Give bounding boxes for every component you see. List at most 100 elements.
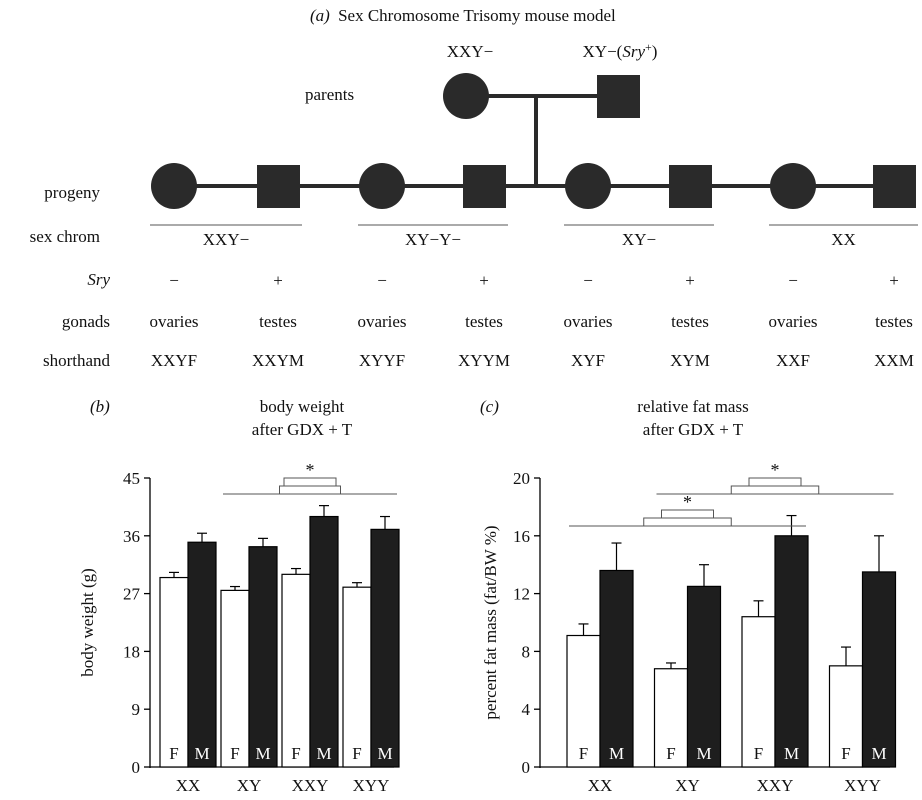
y-tick-label: 4: [522, 700, 531, 719]
gonads-value: testes: [875, 312, 913, 331]
sry-value: +: [889, 271, 899, 290]
bar-series-label: F: [754, 744, 763, 763]
sex-chrom-label: XY−Y−: [405, 230, 461, 249]
parent-female-symbol: [443, 73, 489, 119]
panel-letter: (c): [480, 397, 499, 416]
row-label-sry: Sry: [87, 270, 110, 289]
gonads-value: testes: [259, 312, 297, 331]
significance-bracket: [730, 485, 820, 494]
y-tick-label: 27: [123, 585, 141, 604]
y-tick-label: 16: [513, 527, 530, 546]
significance-bracket: [643, 517, 732, 526]
bar-female: [342, 586, 372, 768]
chart-body-weight: (b) body weight after GDX + T 0 9 18 27 36 45 bod…: [78, 397, 400, 795]
shorthand-value: XYYM: [458, 351, 510, 370]
bar-female: [159, 576, 189, 768]
progeny-male-symbol: [873, 165, 916, 208]
row-label-progeny: progeny: [44, 183, 100, 202]
sry-value: +: [479, 271, 489, 290]
bar-male: [370, 528, 400, 768]
sry-value: −: [788, 271, 798, 290]
bar-series-label: M: [871, 744, 886, 763]
y-tick-label: 36: [123, 527, 140, 546]
bar-male: [599, 569, 634, 768]
gonads-value: ovaries: [357, 312, 406, 331]
x-tick-label: XY: [237, 776, 262, 795]
x-tick-label: XY: [675, 776, 700, 795]
bar-series-label: F: [169, 744, 178, 763]
parents-label: parents: [305, 85, 354, 104]
sex-chrom-label: XXY−: [203, 230, 249, 249]
bar-male: [248, 546, 278, 768]
bar-male: [774, 535, 809, 768]
progeny-male-symbol: [257, 165, 300, 208]
gonads-value: ovaries: [563, 312, 612, 331]
progeny-male-symbol: [669, 165, 712, 208]
sex-chrom-label: XY−: [622, 230, 656, 249]
shorthand-value: XYF: [571, 351, 605, 370]
bar-series-label: F: [666, 744, 675, 763]
bar-series-label: F: [579, 744, 588, 763]
x-tick-label: XXY: [757, 776, 794, 795]
significance-star: *: [683, 492, 692, 512]
bar-series-label: M: [784, 744, 799, 763]
y-tick-label: 0: [132, 758, 141, 777]
bar-female: [281, 573, 311, 768]
progeny-symbols: [151, 163, 916, 209]
bar-female: [220, 589, 250, 768]
chart-title: body weight: [260, 397, 345, 416]
bar-series-label: M: [194, 744, 209, 763]
parent-male-symbol: [597, 75, 640, 118]
bar-series-label: F: [230, 744, 239, 763]
chart-fat-mass: (c) relative fat mass after GDX + T 0 4 8 12 16…: [480, 397, 897, 795]
gonads-value: testes: [465, 312, 503, 331]
significance-bracket: [661, 509, 714, 518]
bar-series-label: M: [609, 744, 624, 763]
progeny-female-symbol: [565, 163, 611, 209]
sry-value: −: [169, 271, 179, 290]
significance-bracket: [748, 477, 802, 486]
progeny-female-symbol: [770, 163, 816, 209]
progeny-male-symbol: [463, 165, 506, 208]
x-tick-label: XXY: [292, 776, 329, 795]
bar-series-label: M: [255, 744, 270, 763]
bar-series-label: F: [352, 744, 361, 763]
row-label-shorthand: shorthand: [43, 351, 111, 370]
row-label-sex-chrom: sex chrom: [30, 227, 100, 246]
x-tick-label: XX: [176, 776, 201, 795]
sry-value: +: [273, 271, 283, 290]
bar-male: [309, 515, 339, 768]
parent-female-label: XXY−: [447, 42, 493, 61]
bar-female: [741, 616, 776, 768]
bar-series-label: F: [291, 744, 300, 763]
sry-value: −: [583, 271, 593, 290]
y-tick-label: 20: [513, 469, 530, 488]
sex-chrom-label: XX: [831, 230, 856, 249]
bar-series-label: M: [696, 744, 711, 763]
y-tick-label: 12: [513, 585, 530, 604]
y-tick-label: 9: [132, 700, 141, 719]
bar-male: [686, 585, 722, 768]
parent-male-label: XY−(Sry+): [583, 40, 658, 61]
panel-a-title: (a) Sex Chromosome Trisomy mouse model: [310, 6, 616, 25]
chart-title: after GDX + T: [252, 420, 353, 439]
gonads-value: testes: [671, 312, 709, 331]
significance-star: *: [771, 460, 780, 480]
x-tick-label: XYY: [353, 776, 390, 795]
bar-female: [828, 665, 864, 768]
gonads-value: ovaries: [149, 312, 198, 331]
panel-letter: (b): [90, 397, 110, 416]
shorthand-value: XXYM: [252, 351, 304, 370]
bar-male: [187, 541, 217, 768]
chart-title: relative fat mass: [637, 397, 748, 416]
significance-star: *: [306, 460, 315, 480]
bar-female: [566, 634, 601, 768]
genotype-table: XXY− − ovaries XXYF + testes XXYM XY−Y− − ovaries…: [149, 230, 913, 370]
gonads-value: ovaries: [768, 312, 817, 331]
bar-male: [861, 571, 897, 768]
row-label-gonads: gonads: [62, 312, 110, 331]
y-tick-label: 8: [522, 642, 531, 661]
bar-series-label: M: [316, 744, 331, 763]
shorthand-value: XXM: [874, 351, 914, 370]
